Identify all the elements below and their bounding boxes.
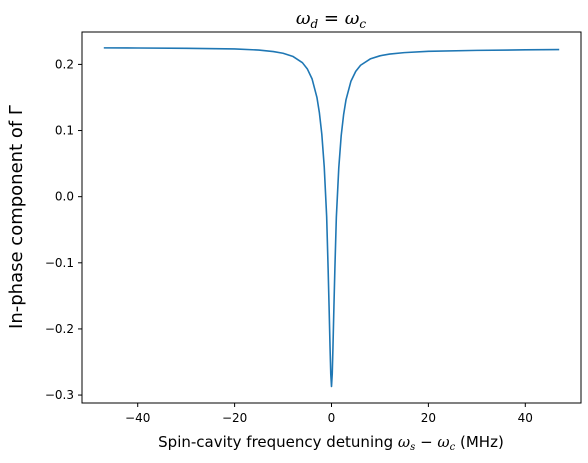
title-equals: = [318,8,345,29]
xlabel-text-pre: Spin-cavity frequency detuning [158,433,398,451]
title-omega-d: ω [296,8,311,29]
title-sub-d: d [311,17,319,31]
y-tick-label: 0.2 [55,57,74,71]
y-tick-label: −0.2 [45,322,74,336]
y-tick-label: 0.1 [55,124,74,138]
y-tick-label: 0.0 [55,190,74,204]
xlabel-sub-c: c [450,442,456,453]
x-tick-label: −20 [222,411,247,425]
chart-title: ωd = ωc [296,8,367,31]
y-tick-label: −0.3 [45,388,74,402]
y-tick-label: −0.1 [45,256,74,270]
x-axis: −40 −20 0 20 40 [125,403,533,425]
series-line-0 [103,47,560,388]
axes-frame [81,31,582,404]
xlabel-minus: − [415,433,437,451]
title-sub-c: c [359,17,366,31]
xlabel-sub-s: s [410,442,415,453]
xlabel-omega-c: ω [437,433,449,451]
xlabel-omega-s: ω [398,433,410,451]
y-axis-label: In-phase component of Γ [6,105,27,329]
title-omega-c: ω [345,8,360,29]
y-axis: −0.3 −0.2 −0.1 0.0 0.1 0.2 [45,57,82,402]
x-tick-label: 20 [421,411,436,425]
x-tick-label: −40 [125,411,150,425]
xlabel-text-post: (MHz) [455,433,504,451]
plot-area [103,47,560,388]
x-tick-label: 0 [328,411,336,425]
x-axis-label: Spin-cavity frequency detuning ωs − ωc (… [158,433,504,453]
x-tick-label: 40 [518,411,533,425]
